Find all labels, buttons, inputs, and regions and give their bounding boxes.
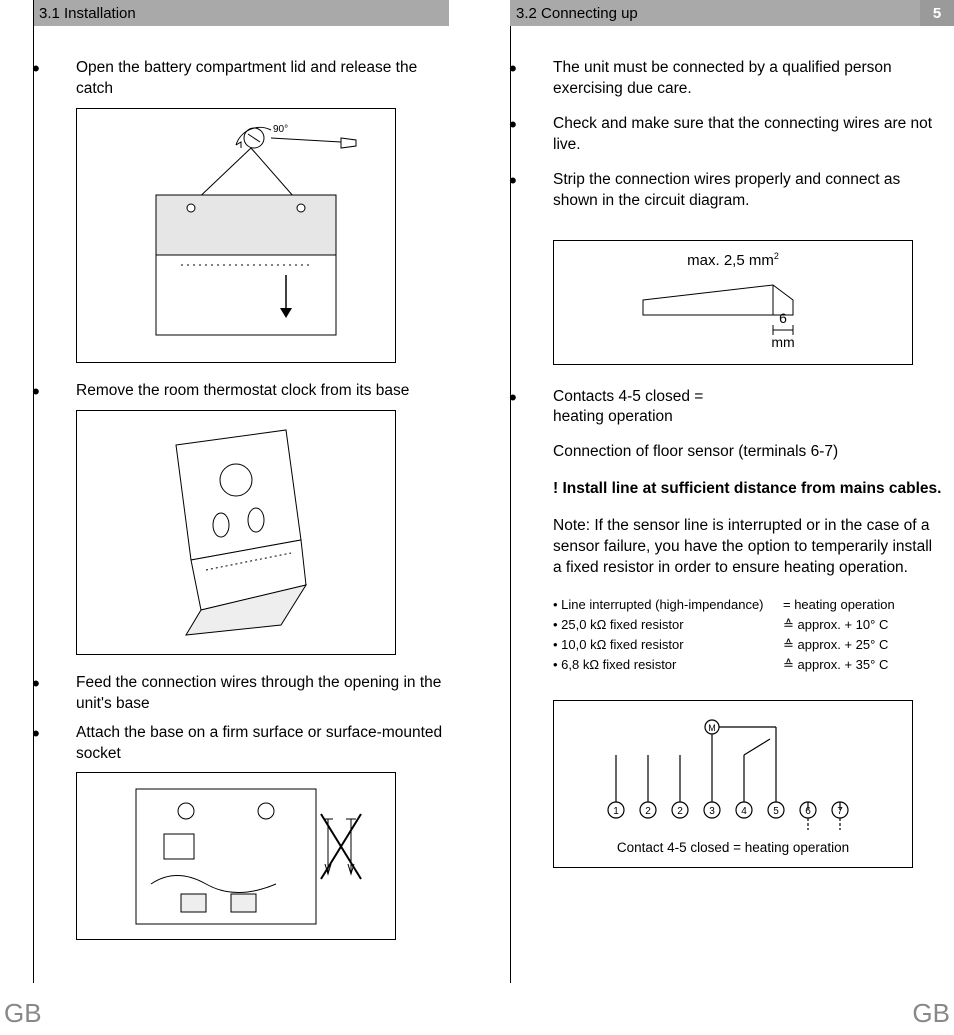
right-p7: Note: If the sensor line is interrupted … xyxy=(553,516,942,579)
svg-text:90°: 90° xyxy=(273,124,288,135)
resistor-label: • 6,8 kΩ fixed resistor xyxy=(553,655,783,675)
resistor-label: • 10,0 kΩ fixed resistor xyxy=(553,635,783,655)
right-p4: Contacts 4-5 closed = heating operation xyxy=(553,387,942,429)
resistor-value: ≙ approx. + 25° C xyxy=(783,635,942,655)
left-vertical-rule xyxy=(33,0,34,983)
resistor-table: • Line interrupted (high-impendance)= he… xyxy=(553,595,942,676)
svg-text:2: 2 xyxy=(645,806,651,817)
svg-text:mm: mm xyxy=(771,334,794,350)
right-vertical-rule xyxy=(510,0,511,983)
left-step-3: Feed the connection wires through the op… xyxy=(76,673,449,715)
right-p3: Strip the connection wires properly and … xyxy=(553,170,942,212)
footer-gb-left: GB xyxy=(4,998,42,1029)
left-section-header: 3.1 Installation xyxy=(33,0,449,26)
svg-text:max. 2,5 mm2: max. 2,5 mm2 xyxy=(687,251,779,269)
right-section-header: 3.2 Connecting up 5 xyxy=(510,0,954,26)
svg-text:3: 3 xyxy=(709,806,715,817)
left-step-2: Remove the room thermostat clock from it… xyxy=(76,381,449,402)
right-p5: Connection of floor sensor (terminals 6-… xyxy=(553,442,942,463)
svg-text:6: 6 xyxy=(779,310,787,326)
figure-wire-strip: max. 2,5 mm2 6 mm xyxy=(553,240,913,365)
resistor-row: • 6,8 kΩ fixed resistor≙ approx. + 35° C xyxy=(553,655,942,675)
figure-circuit-diagram: M12234567 Contact 4-5 closed = heating o… xyxy=(553,700,913,868)
resistor-row: • Line interrupted (high-impendance)= he… xyxy=(553,595,942,615)
resistor-value: ≙ approx. + 35° C xyxy=(783,655,942,675)
right-p4b: heating operation xyxy=(553,408,673,425)
right-header-text: 3.2 Connecting up xyxy=(516,5,638,22)
resistor-label: • Line interrupted (high-impendance) xyxy=(553,595,783,615)
resistor-value: = heating operation xyxy=(783,595,942,615)
left-step-4: Attach the base on a firm surface or sur… xyxy=(76,723,449,765)
right-p2: Check and make sure that the connecting … xyxy=(553,114,942,156)
resistor-row: • 10,0 kΩ fixed resistor≙ approx. + 25° … xyxy=(553,635,942,655)
circuit-caption: Contact 4-5 closed = heating operation xyxy=(617,840,849,855)
resistor-label: • 25,0 kΩ fixed resistor xyxy=(553,615,783,635)
svg-text:4: 4 xyxy=(741,806,747,817)
right-p6: ! Install line at sufficient distance fr… xyxy=(553,479,942,500)
resistor-row: • 25,0 kΩ fixed resistor≙ approx. + 10° … xyxy=(553,615,942,635)
svg-text:2: 2 xyxy=(677,806,683,817)
footer-gb-right: GB xyxy=(912,998,950,1029)
figure-battery-compartment: 90° xyxy=(76,108,396,363)
left-step-1: Open the battery compartment lid and rel… xyxy=(76,58,449,100)
svg-text:5: 5 xyxy=(773,806,779,817)
figure-remove-base xyxy=(76,410,396,655)
right-p4a: Contacts 4-5 closed = xyxy=(553,388,703,405)
svg-text:1: 1 xyxy=(613,806,619,817)
right-p1: The unit must be connected by a qualifie… xyxy=(553,58,942,100)
page-number: 5 xyxy=(920,0,954,26)
svg-text:M: M xyxy=(708,723,716,733)
resistor-value: ≙ approx. + 10° C xyxy=(783,615,942,635)
figure-mount-base xyxy=(76,772,396,940)
